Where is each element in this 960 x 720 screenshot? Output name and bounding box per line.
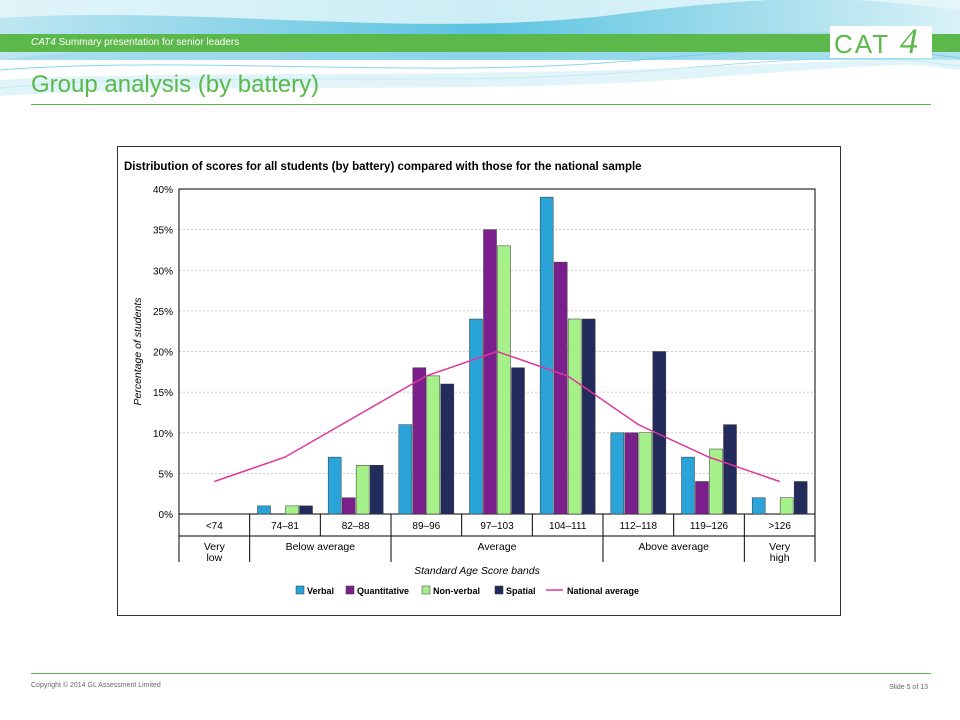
logo-mark: 4 [900, 21, 918, 61]
y-tick-label: 20% [153, 348, 173, 359]
group-label: Very [204, 541, 226, 553]
group-label: Below average [286, 541, 356, 553]
group-label: high [770, 552, 790, 564]
bar-quantitative [341, 497, 356, 515]
plot-area [178, 188, 816, 515]
bar-non-verbal [779, 497, 794, 515]
bar-verbal [751, 497, 766, 515]
bar-non-verbal [426, 375, 441, 515]
bar-spatial [440, 383, 455, 515]
logo-text: CAT [834, 29, 891, 59]
legend-swatch [295, 585, 305, 595]
bar-quantitative [624, 432, 639, 515]
y-tick-label: 15% [153, 388, 173, 399]
bar-quantitative [483, 229, 497, 515]
y-tick-label: 10% [153, 429, 173, 440]
bar-verbal [681, 456, 695, 515]
group-label: Average [478, 541, 517, 553]
y-tick-label: 25% [153, 307, 173, 318]
group-label: Above average [638, 541, 709, 553]
x-tick-label: <74 [206, 521, 223, 532]
slide-title: Group analysis (by battery) [31, 71, 320, 98]
x-tick-label: 82–88 [342, 521, 370, 532]
bar-non-verbal [497, 245, 511, 515]
bar-non-verbal [638, 432, 653, 515]
caption-text: Summary presentation for senior leaders [58, 37, 240, 48]
national-average-line [214, 350, 780, 483]
y-tick-label: 35% [153, 226, 173, 237]
bar-verbal [610, 432, 625, 515]
x-tick-label: 119–126 [690, 521, 729, 532]
x-tick-label: 74–81 [271, 521, 299, 532]
x-tick-label: 104–111 [549, 521, 587, 532]
slide-number: Slide 5 of 13 [889, 684, 928, 691]
bar-non-verbal [709, 448, 723, 515]
bar-verbal [398, 424, 413, 515]
chart-frame: Distribution of scores for all students … [117, 146, 841, 616]
legend-label: Verbal [307, 586, 334, 596]
y-tick-label: 30% [153, 266, 173, 277]
legend-swatch [345, 585, 355, 595]
bar-quantitative [412, 367, 427, 515]
legend-label: Non-verbal [433, 586, 480, 596]
y-tick-label: 5% [159, 469, 174, 480]
group-label: Very [769, 541, 791, 553]
bar-verbal [539, 196, 554, 515]
x-tick-label: 112–118 [620, 521, 658, 532]
y-axis-label: Percentage of students [132, 297, 144, 406]
caption-product: CAT4 [31, 37, 56, 48]
copyright-text: Copyright © 2014 GL Assessment Limited [31, 682, 161, 689]
bar-chart: Distribution of scores for all students … [124, 161, 816, 596]
presentation-caption: CAT4 Summary presentation for senior lea… [31, 37, 239, 48]
x-tick-label: >126 [768, 521, 791, 532]
x-tick-label: 89–96 [412, 521, 440, 532]
bar-non-verbal [285, 505, 299, 515]
bar-spatial [793, 481, 808, 515]
footer-divider [31, 673, 931, 674]
x-tick-label: 97–103 [480, 521, 514, 532]
bar-quantitative [553, 261, 568, 515]
bar-spatial [511, 367, 525, 515]
bar-spatial [581, 318, 596, 515]
bar-spatial [723, 424, 737, 515]
group-label: low [206, 552, 222, 564]
title-divider [31, 104, 931, 105]
y-tick-label: 40% [153, 185, 173, 196]
y-tick-label: 0% [159, 510, 174, 521]
bar-verbal [327, 456, 342, 515]
bar-spatial [652, 351, 667, 515]
bar-spatial [299, 505, 313, 515]
bar-non-verbal [355, 465, 370, 515]
header-band [0, 34, 960, 52]
legend-label: National average [567, 586, 639, 596]
bar-verbal [257, 505, 271, 515]
legend-label: Spatial [506, 586, 536, 596]
bar-spatial [369, 465, 384, 515]
legend-label: Quantitative [357, 586, 409, 596]
legend-swatch [421, 585, 431, 595]
bar-quantitative [695, 481, 709, 515]
bar-non-verbal [567, 318, 582, 515]
bar-verbal [469, 318, 483, 515]
legend-swatch [494, 585, 504, 595]
x-axis-label: Standard Age Score bands [414, 565, 540, 577]
cat4-logo: CAT 4 [830, 21, 932, 61]
chart-title: Distribution of scores for all students … [124, 161, 642, 173]
